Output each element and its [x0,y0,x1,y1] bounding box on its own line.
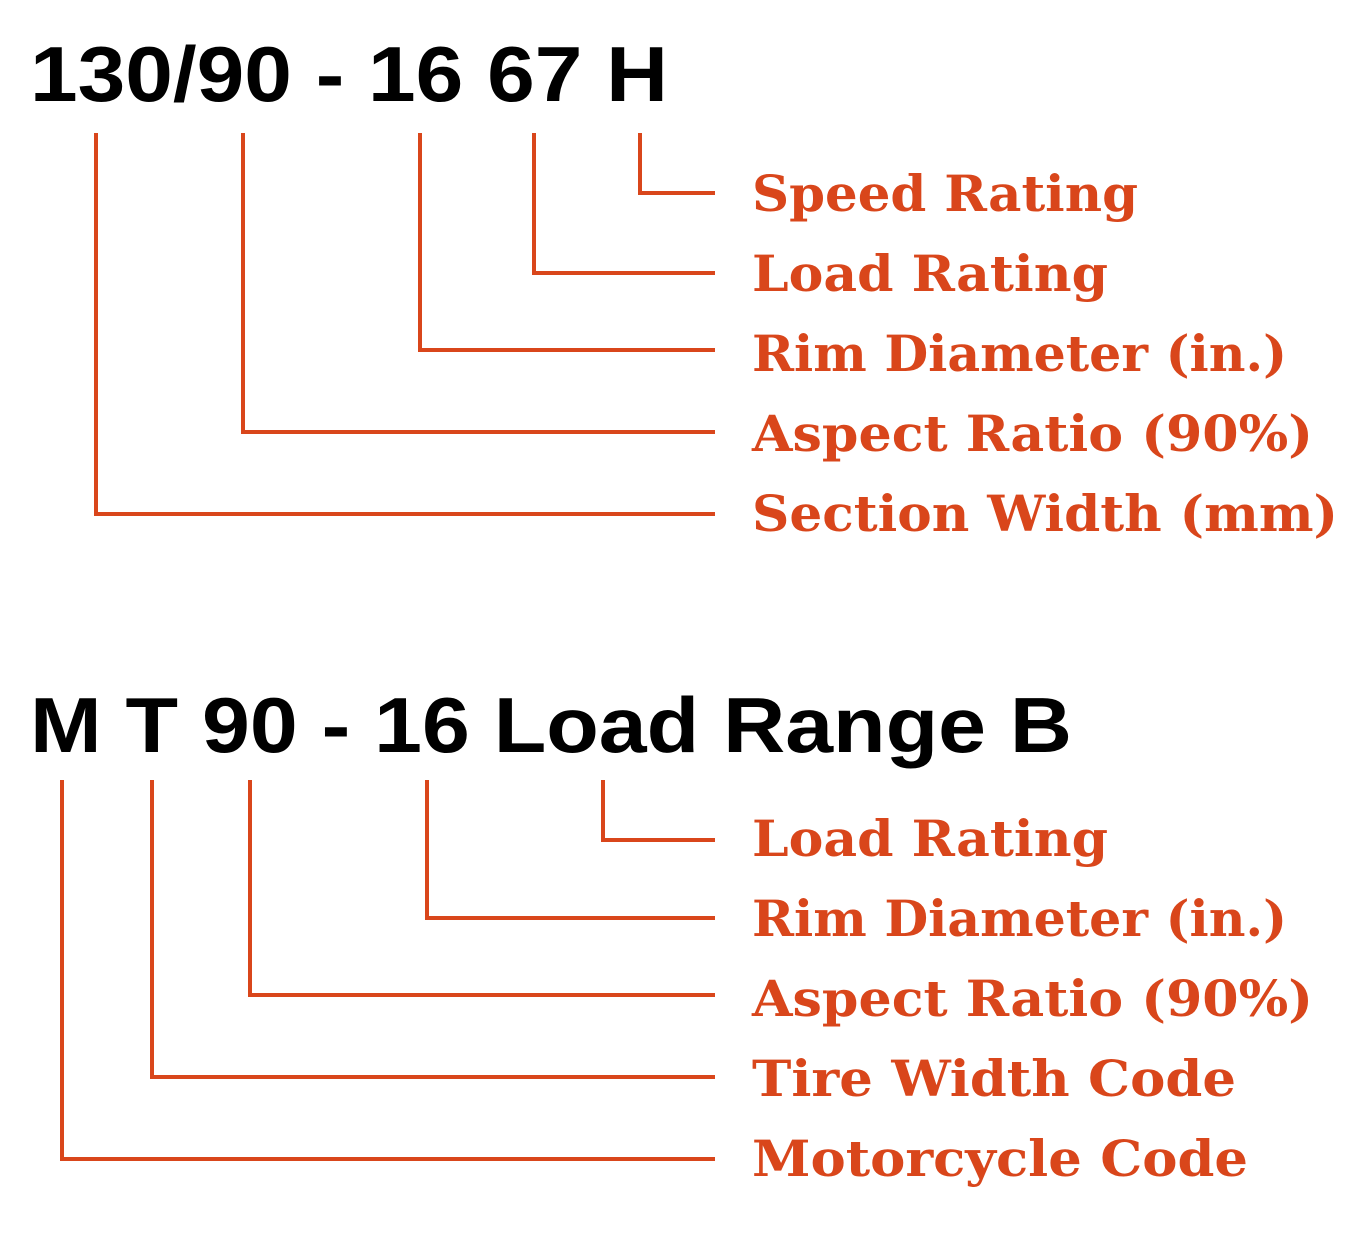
diagram-standard-tire: 130/90 - 16 67 H Speed Rating Load Ratin… [30,30,1338,543]
label-aspect-ratio: Aspect Ratio (90%) [751,404,1313,463]
connector-line [248,780,715,997]
connector-line [532,133,715,275]
label-tire-width-code: Tire Width Code [752,1049,1236,1108]
label-rim-diameter: Rim Diameter (in.) [752,889,1287,948]
connector-line [418,133,715,352]
label-load-rating: Load Rating [752,244,1108,303]
connector-line [425,780,715,920]
connector-line [150,780,715,1079]
tire-code-heading: M T 90 - 16 Load Range B [30,681,1072,769]
label-speed-rating: Speed Rating [752,164,1138,223]
label-load-rating: Load Rating [752,809,1108,868]
connector-line [241,133,715,434]
connector-line [60,780,715,1161]
label-aspect-ratio: Aspect Ratio (90%) [751,969,1313,1028]
connector-line [638,133,715,195]
tire-code-heading: 130/90 - 16 67 H [30,30,668,118]
label-rim-diameter: Rim Diameter (in.) [752,324,1287,383]
connector-line [601,780,715,842]
label-motorcycle-code: Motorcycle Code [752,1129,1248,1188]
connector-line [94,133,715,516]
diagram-motorcycle-tire: M T 90 - 16 Load Range B Load Rating Rim… [30,681,1313,1188]
label-section-width: Section Width (mm) [752,484,1338,543]
